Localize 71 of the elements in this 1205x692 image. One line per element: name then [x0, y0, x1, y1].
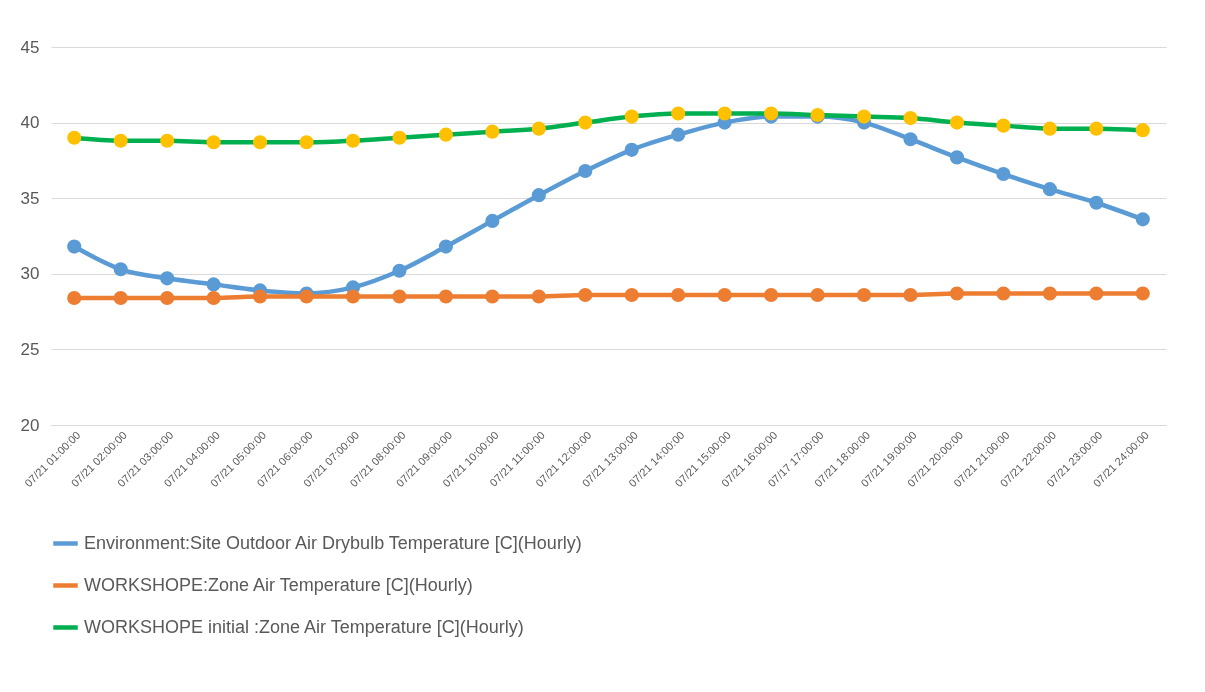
- point: [160, 133, 175, 148]
- point: [856, 109, 872, 124]
- legend-label: WORKSHOPE initial :Zone Air Temperature [C](Hourly): [84, 616, 524, 637]
- point: [345, 133, 361, 148]
- point: [717, 106, 732, 121]
- point: [206, 135, 221, 150]
- point: [67, 239, 82, 254]
- point: [438, 127, 453, 142]
- point: [113, 290, 128, 306]
- point: [903, 287, 918, 303]
- point: [856, 287, 872, 303]
- point: [1135, 212, 1150, 227]
- point: [252, 289, 268, 304]
- point: [485, 213, 500, 228]
- point: [578, 115, 593, 130]
- point: [1089, 195, 1104, 210]
- point: [996, 286, 1011, 301]
- point: [949, 150, 965, 165]
- y-tick-label: 45: [20, 37, 40, 57]
- point: [392, 289, 407, 304]
- point: [578, 163, 593, 179]
- point: [996, 118, 1011, 133]
- point: [206, 290, 221, 306]
- point: [903, 111, 918, 126]
- y-tick-label: 30: [20, 264, 40, 284]
- point: [392, 130, 407, 145]
- point: [485, 124, 500, 139]
- point: [764, 287, 779, 303]
- point: [438, 289, 453, 304]
- point: [949, 115, 965, 130]
- point: [624, 287, 639, 303]
- point: [1135, 123, 1150, 138]
- point: [1042, 286, 1057, 301]
- point: [1135, 286, 1150, 301]
- point: [903, 132, 918, 147]
- point: [996, 166, 1011, 182]
- point: [1089, 286, 1104, 301]
- point: [531, 188, 546, 203]
- point: [438, 239, 453, 254]
- point: [67, 130, 82, 145]
- y-tick-label: 20: [20, 415, 40, 435]
- point: [252, 135, 268, 150]
- point: [206, 277, 221, 292]
- y-tick-label: 35: [20, 188, 40, 208]
- point: [717, 287, 732, 303]
- point: [113, 133, 128, 148]
- point: [810, 287, 825, 303]
- point: [949, 286, 965, 301]
- point: [1042, 182, 1057, 197]
- point: [531, 121, 546, 136]
- point: [113, 262, 128, 277]
- point: [299, 135, 314, 150]
- point: [160, 271, 175, 286]
- y-tick-label: 25: [20, 339, 40, 359]
- point: [67, 290, 82, 306]
- point: [160, 290, 175, 306]
- legend-label: WORKSHOPE:Zone Air Temperature [C](Hourly): [84, 574, 473, 595]
- point: [671, 127, 686, 142]
- point: [624, 109, 639, 124]
- y-tick-label: 40: [20, 113, 40, 133]
- point: [531, 289, 546, 304]
- point: [1089, 121, 1104, 136]
- point: [345, 289, 361, 304]
- point: [1042, 121, 1057, 136]
- point: [392, 263, 407, 278]
- point: [485, 289, 500, 304]
- point: [671, 287, 686, 303]
- legend-label: Environment:Site Outdoor Air Drybulb Temperature [C](Hourly): [84, 532, 582, 553]
- point: [578, 287, 593, 303]
- point: [671, 106, 686, 121]
- point: [624, 142, 639, 157]
